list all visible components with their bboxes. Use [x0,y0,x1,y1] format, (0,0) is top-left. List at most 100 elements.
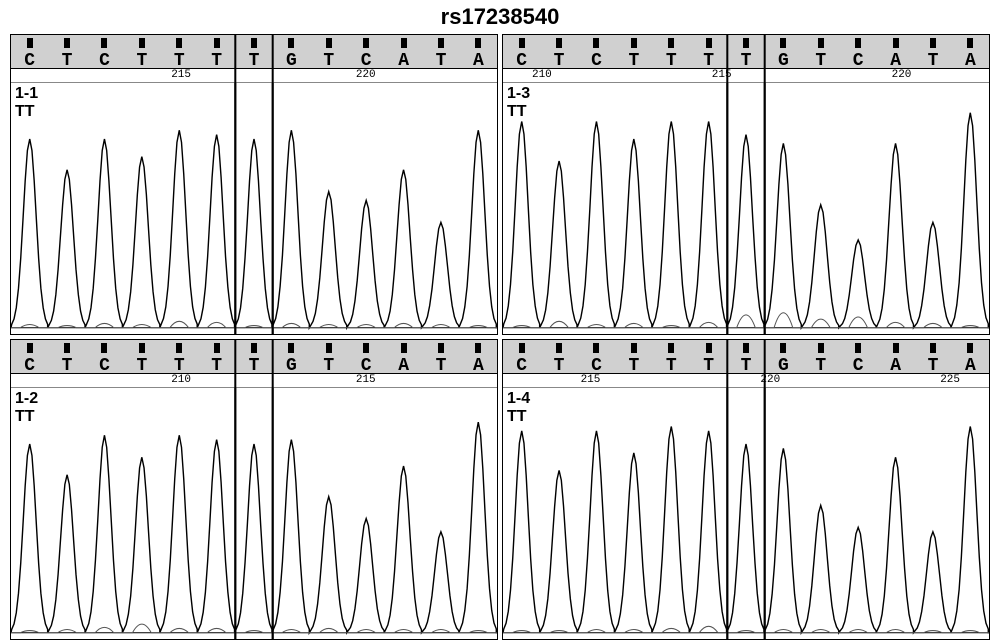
base-letter: T [161,51,198,69]
base-letter: C [86,51,123,69]
base-letter: C [578,51,615,69]
ruler-tick [123,35,160,51]
ruler-tick [235,340,272,356]
base-letter: A [460,356,497,374]
ruler-tick [952,35,989,51]
position-label: 210 [532,69,552,81]
ruler-tick [273,340,310,356]
base-letter: A [877,356,914,374]
chromatogram-panel-1-2: CTCTTTTGTCATA2102151-2TT [10,339,498,640]
base-letter: T [727,51,764,69]
base-letter: T [198,51,235,69]
ruler-tick [310,340,347,356]
base-letter: C [840,356,877,374]
base-letter: T [422,356,459,374]
ruler-tick [540,340,577,356]
base-letter: A [952,51,989,69]
base-letter: T [540,51,577,69]
base-letter: T [914,51,951,69]
ruler-tick [578,340,615,356]
main-trace [11,130,497,327]
base-letter: T [615,356,652,374]
base-letter: A [952,356,989,374]
base-letter: C [503,356,540,374]
ruler-tick [273,35,310,51]
ruler-tick [86,340,123,356]
ruler-tick [503,35,540,51]
ruler-tick [765,340,802,356]
base-letter: G [765,356,802,374]
position-axis: 215 220 [11,69,497,83]
ruler-tick [653,35,690,51]
position-label: 215 [171,69,191,81]
chromatogram-grid: CTCTTTTGTCATA2152201-1TTCTCTTTTGTCATA210… [0,32,1000,642]
trace-plot: 1-1TT [11,83,497,334]
base-letter: T [48,356,85,374]
base-letter: T [727,356,764,374]
base-letter: A [385,356,422,374]
ruler-tick [48,35,85,51]
base-letter: A [877,51,914,69]
position-label: 215 [581,374,601,386]
trace-plot: 1-3TT [503,83,989,334]
position-label: 225 [940,374,960,386]
ruler-tick [460,340,497,356]
ruler-tick [914,340,951,356]
trace-plot: 1-4TT [503,388,989,639]
base-letter: T [802,51,839,69]
ruler-tick [86,35,123,51]
trace-plot: 1-2TT [11,388,497,639]
base-letter: T [198,356,235,374]
ruler-tick [422,35,459,51]
base-letter: C [840,51,877,69]
base-letter: T [914,356,951,374]
base-letter: G [273,51,310,69]
sample-label: 1-2TT [15,390,38,425]
ruler-tick [11,340,48,356]
position-label: 215 [356,374,376,386]
ruler-tick [11,35,48,51]
base-letter: T [310,356,347,374]
main-trace [503,426,989,632]
chromatogram-panel-1-3: CTCTTTTGTCATA2102152201-3TT [502,34,990,335]
ruler-tick [503,340,540,356]
base-letter: T [310,51,347,69]
ruler-tick [385,35,422,51]
base-letter: T [48,51,85,69]
ruler-tick [690,340,727,356]
base-letter: T [422,51,459,69]
sample-label: 1-4TT [507,390,530,425]
base-letter: T [653,51,690,69]
ruler-tick [877,35,914,51]
ruler-tick [348,340,385,356]
ruler-tick [385,340,422,356]
ruler-tick [727,35,764,51]
base-letter: T [802,356,839,374]
position-label: 220 [760,374,780,386]
position-label: 220 [356,69,376,81]
ruler-tick [460,35,497,51]
sequence-ruler: CTCTTTTGTCATA [11,340,497,374]
ruler-tick [310,35,347,51]
ruler-tick [690,35,727,51]
base-letter: A [385,51,422,69]
ruler-tick [540,35,577,51]
position-label: 210 [171,374,191,386]
sample-label: 1-1TT [15,85,38,120]
base-letter: T [690,51,727,69]
ruler-tick [802,35,839,51]
base-letter: T [690,356,727,374]
main-trace [11,422,497,633]
base-letter: G [273,356,310,374]
base-letter: T [123,51,160,69]
ruler-tick [840,340,877,356]
ruler-tick [348,35,385,51]
ruler-tick [578,35,615,51]
ruler-tick [615,340,652,356]
base-letter: C [11,356,48,374]
sequence-ruler: CTCTTTTGTCATA [11,35,497,69]
base-letter: C [348,356,385,374]
ruler-tick [877,340,914,356]
ruler-tick [161,35,198,51]
base-letter: A [460,51,497,69]
